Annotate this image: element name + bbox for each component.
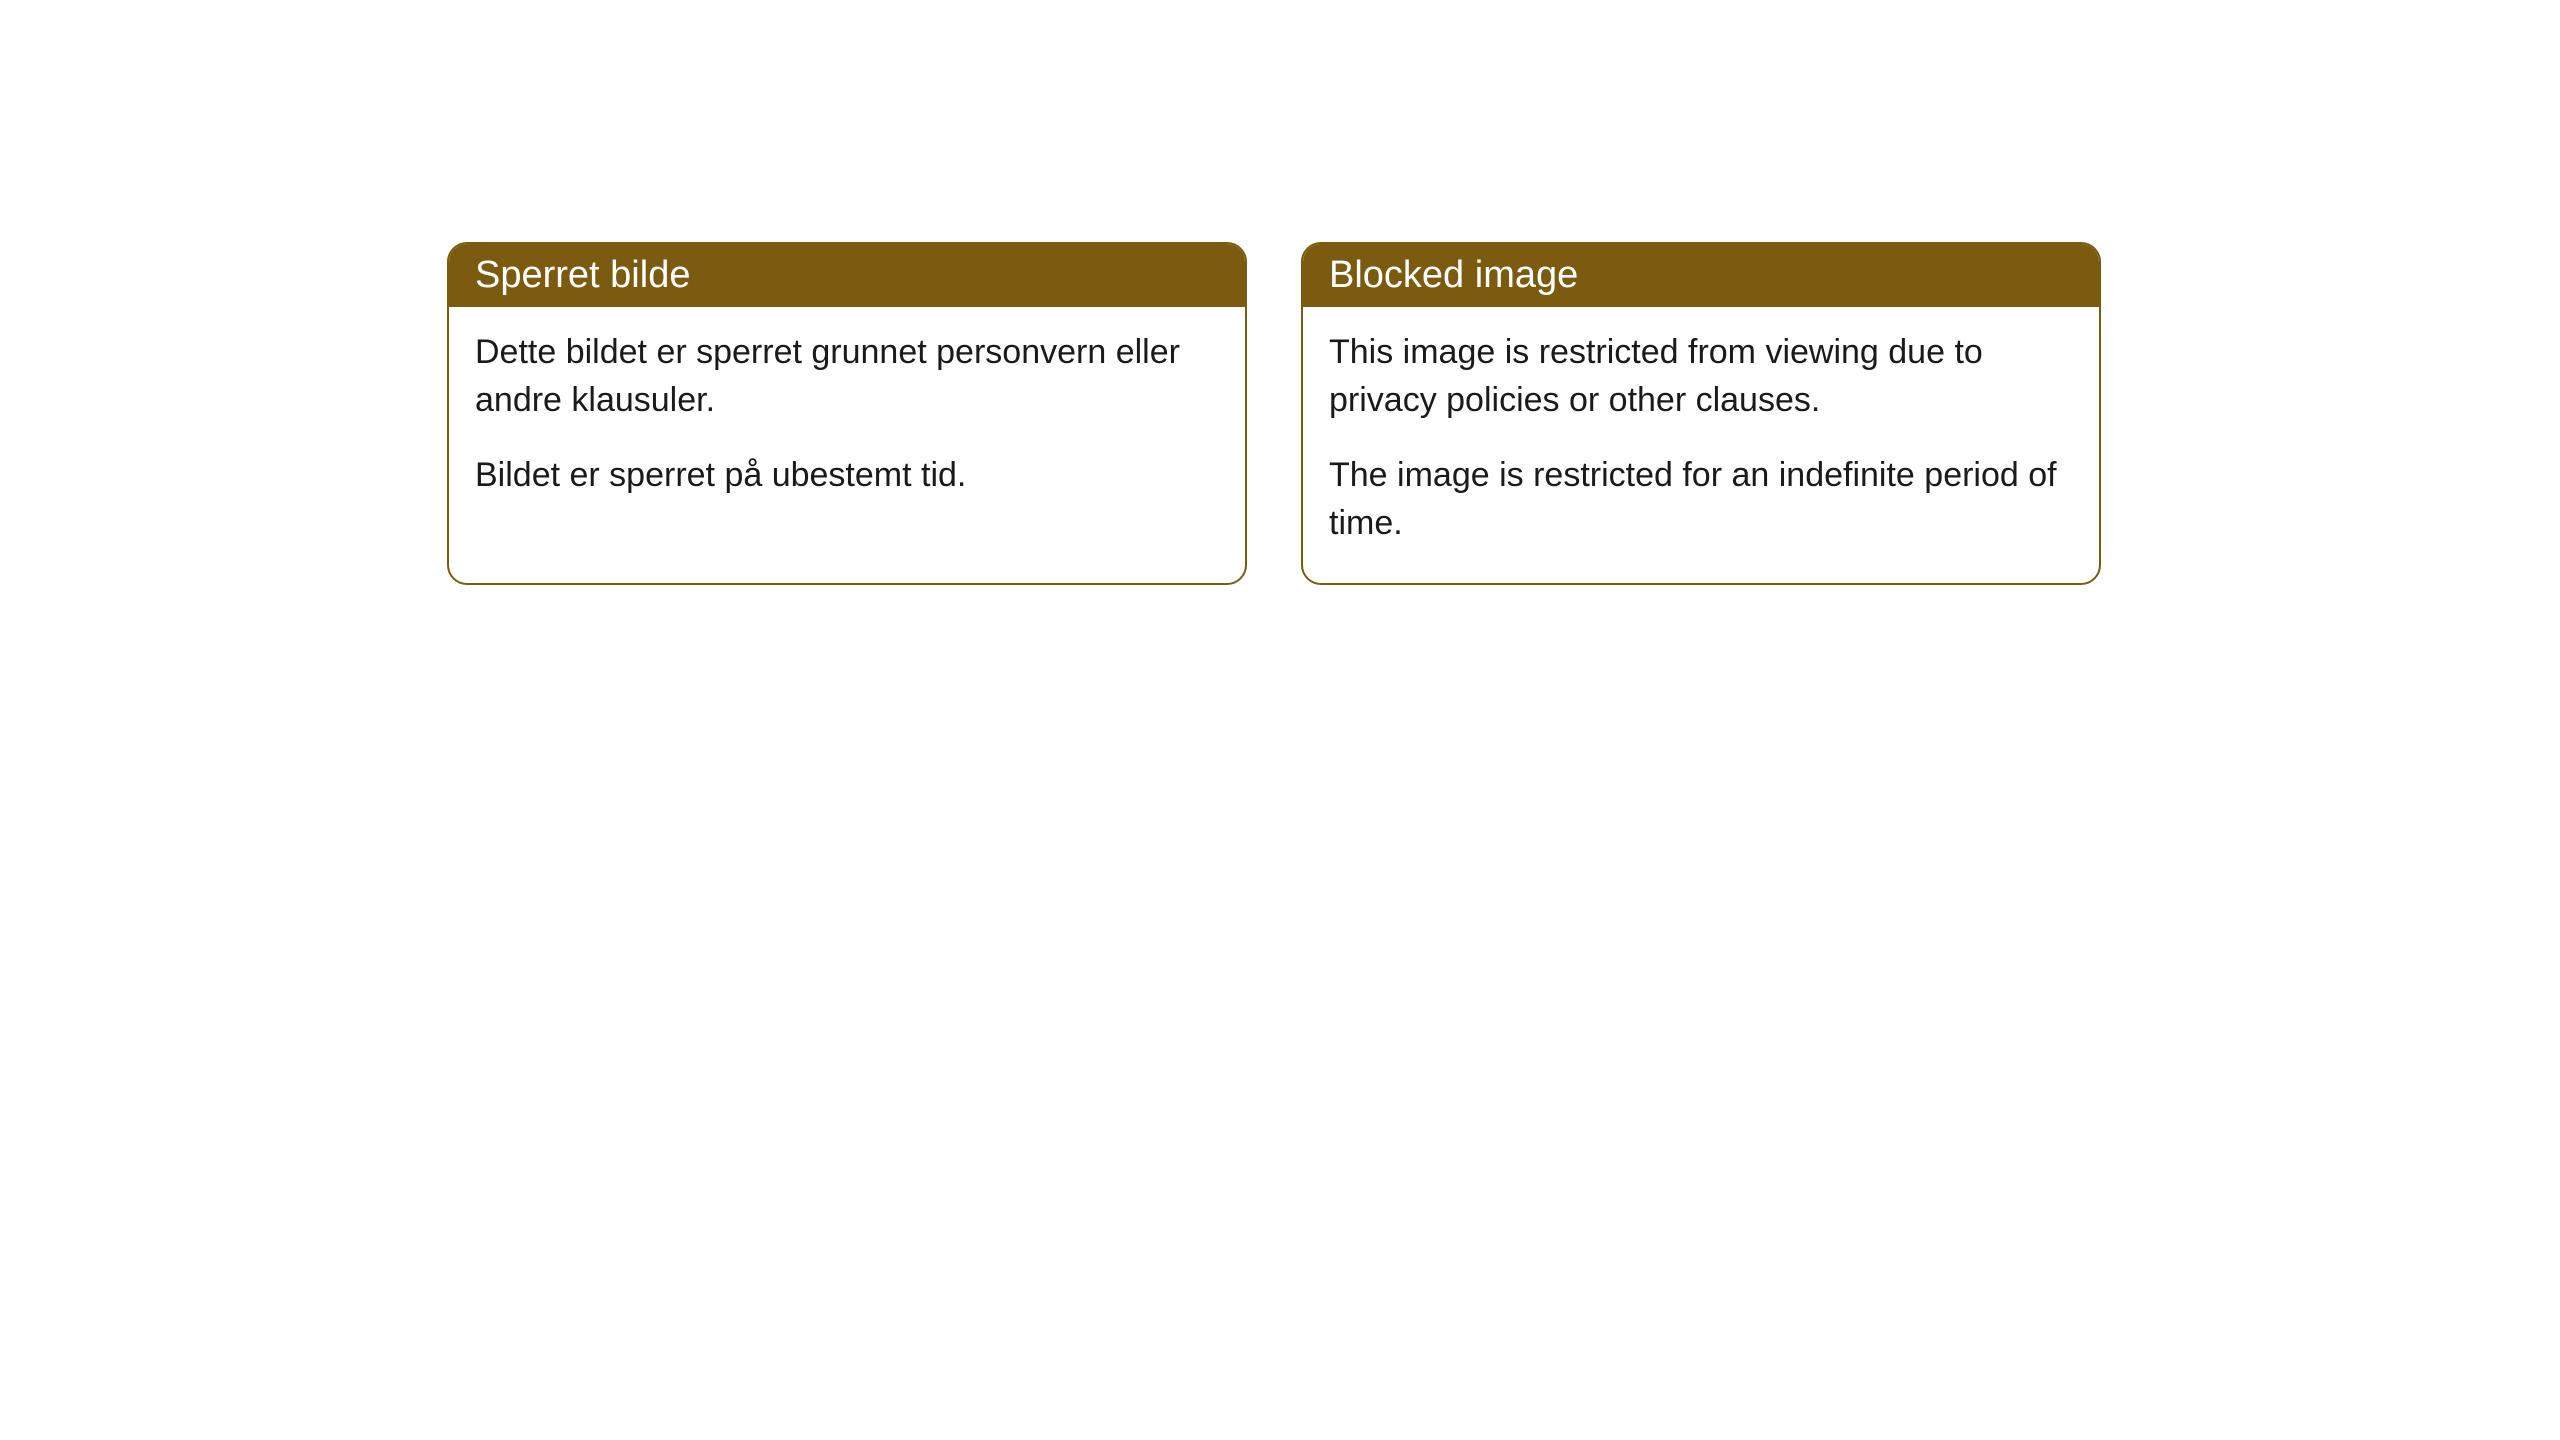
card-title: Sperret bilde — [475, 254, 690, 296]
card-body-english: This image is restricted from viewing du… — [1303, 307, 2099, 583]
card-english: Blocked image This image is restricted f… — [1301, 242, 2101, 585]
card-header-norwegian: Sperret bilde — [449, 244, 1245, 307]
card-paragraph-1: This image is restricted from viewing du… — [1329, 329, 2073, 424]
card-body-norwegian: Dette bildet er sperret grunnet personve… — [449, 307, 1245, 536]
card-paragraph-2: Bildet er sperret på ubestemt tid. — [475, 452, 1219, 500]
card-paragraph-2: The image is restricted for an indefinit… — [1329, 452, 2073, 547]
card-header-english: Blocked image — [1303, 244, 2099, 307]
card-paragraph-1: Dette bildet er sperret grunnet personve… — [475, 329, 1219, 424]
cards-container: Sperret bilde Dette bildet er sperret gr… — [447, 242, 2101, 585]
card-norwegian: Sperret bilde Dette bildet er sperret gr… — [447, 242, 1247, 585]
card-title: Blocked image — [1329, 254, 1578, 296]
